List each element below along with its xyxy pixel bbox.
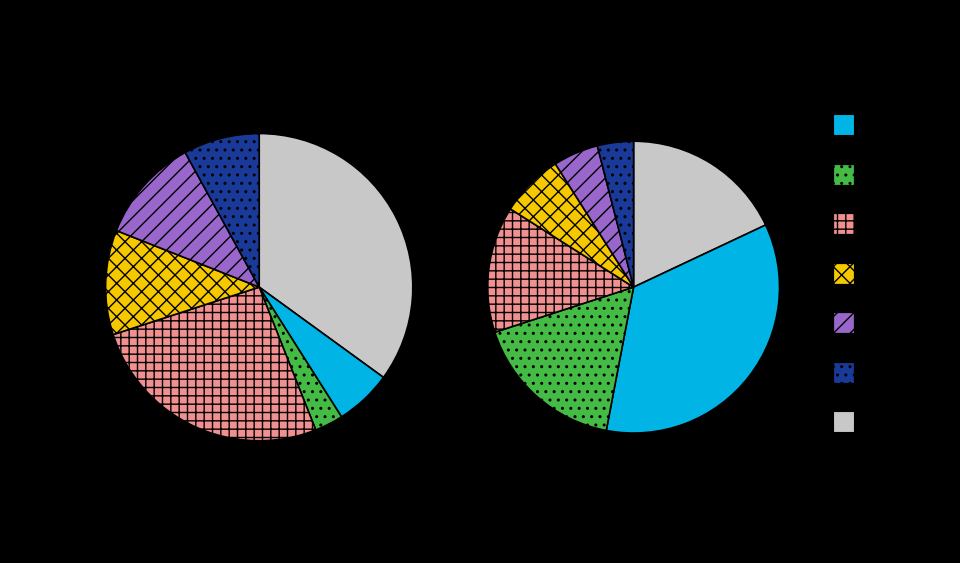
Wedge shape — [113, 287, 316, 441]
Wedge shape — [259, 287, 342, 430]
Wedge shape — [634, 141, 766, 287]
Wedge shape — [259, 287, 383, 417]
Wedge shape — [556, 146, 634, 287]
Wedge shape — [106, 231, 259, 334]
Wedge shape — [511, 164, 634, 287]
Wedge shape — [494, 287, 634, 431]
Wedge shape — [488, 209, 634, 332]
Wedge shape — [185, 133, 259, 287]
Wedge shape — [116, 153, 259, 287]
Wedge shape — [597, 141, 634, 287]
Wedge shape — [259, 133, 413, 377]
Wedge shape — [607, 225, 780, 433]
